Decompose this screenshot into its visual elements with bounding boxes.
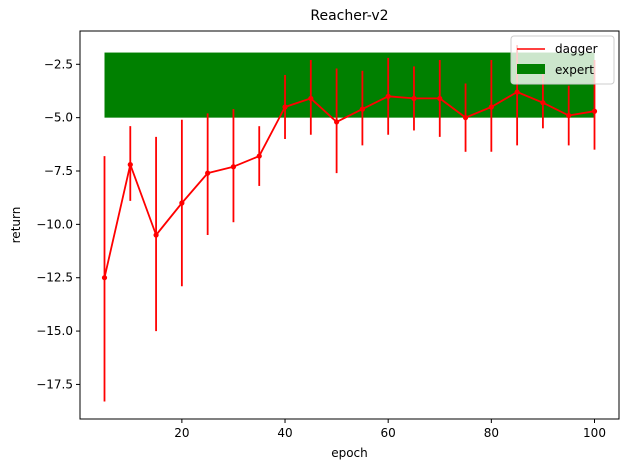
y-axis-ticks: −17.5 −15.0 −12.5 −10.0 −7.5 −5.0 −2.5 (36, 57, 80, 391)
chart-title: Reacher-v2 (310, 8, 388, 24)
legend-label-dagger: dagger (555, 42, 598, 56)
legend-label-expert: expert (555, 63, 594, 77)
dagger-point (205, 170, 211, 176)
dagger-point (282, 104, 288, 110)
dagger-point (334, 119, 340, 125)
dagger-point (462, 115, 469, 121)
dagger-point (359, 106, 365, 112)
x-axis-label: epoch (331, 446, 368, 460)
dagger-point (308, 95, 314, 102)
dagger-line (103, 91, 595, 278)
dagger-marker-layer (101, 89, 598, 281)
x-tick-label: 60 (381, 426, 396, 440)
dagger-point (101, 275, 108, 281)
x-tick-label: 20 (174, 426, 189, 440)
dagger-point (179, 200, 185, 206)
dagger-point (566, 112, 572, 119)
dagger-point (488, 104, 494, 110)
y-tick-label: −10.0 (36, 217, 73, 231)
dagger-point (385, 93, 391, 99)
y-tick-label: −12.5 (36, 271, 73, 285)
x-tick-label: 80 (484, 426, 499, 440)
y-axis-label: return (9, 207, 23, 244)
dagger-point (411, 95, 417, 102)
dagger-point (127, 162, 133, 168)
dagger-line-layer (103, 91, 595, 278)
dagger-point (514, 89, 520, 95)
dagger-point (230, 164, 237, 170)
dagger-point (256, 153, 262, 159)
y-tick-label: −17.5 (36, 377, 73, 391)
y-tick-label: −15.0 (36, 324, 73, 338)
dagger-point (153, 232, 159, 238)
plot-frame (79, 30, 620, 420)
y-tick-label: −5.0 (44, 111, 73, 125)
y-tick-label: −7.5 (44, 164, 73, 178)
dagger-point (591, 108, 598, 114)
legend: dagger expert (510, 35, 615, 85)
x-tick-label: 40 (277, 426, 292, 440)
legend-swatch-expert (517, 64, 545, 74)
x-tick-label: 100 (583, 426, 606, 440)
x-axis-ticks: 20 40 60 80 100 (174, 419, 606, 440)
dagger-point (540, 100, 546, 106)
y-tick-label: −2.5 (44, 57, 73, 71)
dagger-point (437, 95, 443, 102)
